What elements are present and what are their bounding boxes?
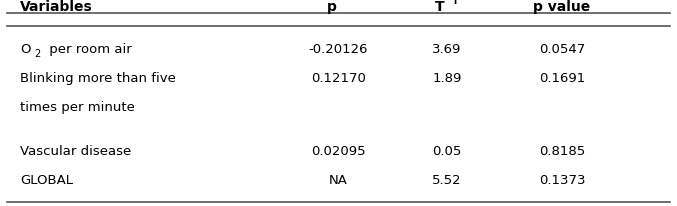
Text: †: †: [452, 0, 458, 5]
Text: -0.20126: -0.20126: [309, 43, 368, 56]
Text: 1.89: 1.89: [432, 72, 462, 85]
Text: p value: p value: [533, 0, 590, 14]
Text: 5.52: 5.52: [432, 173, 462, 186]
Text: 0.05: 0.05: [432, 144, 462, 157]
Text: Variables: Variables: [20, 0, 93, 14]
Text: NA: NA: [329, 173, 348, 186]
Text: 0.1691: 0.1691: [539, 72, 585, 85]
Text: p: p: [327, 0, 336, 14]
Text: 0.8185: 0.8185: [539, 144, 585, 157]
Text: 0.12170: 0.12170: [311, 72, 366, 85]
Text: O: O: [20, 43, 31, 56]
Text: T: T: [435, 0, 445, 14]
Text: times per minute: times per minute: [20, 101, 135, 114]
Text: Blinking more than five: Blinking more than five: [20, 72, 176, 85]
Text: *: *: [348, 0, 353, 5]
Text: Vascular disease: Vascular disease: [20, 144, 131, 157]
Text: 0.0547: 0.0547: [539, 43, 585, 56]
Text: 3.69: 3.69: [432, 43, 462, 56]
Text: 2: 2: [34, 49, 40, 59]
Text: GLOBAL: GLOBAL: [20, 173, 73, 186]
Text: per room air: per room air: [45, 43, 132, 56]
Text: 0.1373: 0.1373: [539, 173, 585, 186]
Text: 0.02095: 0.02095: [311, 144, 366, 157]
